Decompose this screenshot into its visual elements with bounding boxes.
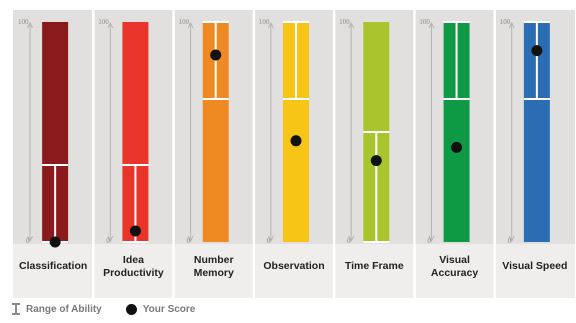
category-label: Classification	[19, 260, 87, 272]
category-label: Memory	[194, 267, 234, 279]
score-dot-observation	[291, 135, 302, 146]
tick-label-bottom: 0	[187, 237, 191, 245]
score-dot-visual-speed	[531, 45, 542, 56]
tick-label-top: 100	[419, 18, 430, 26]
tick-label-top: 100	[259, 18, 270, 26]
score-dot-time-frame	[371, 155, 382, 166]
tick-label-bottom: 0	[508, 237, 512, 245]
your-score-icon	[126, 304, 137, 315]
category-label: Productivity	[103, 267, 164, 279]
tick-label-top: 100	[179, 18, 190, 26]
tick-label-top: 100	[500, 18, 511, 26]
tick-label-top: 100	[339, 18, 350, 26]
category-label: Visual Speed	[502, 260, 567, 272]
score-dot-idea-productivity	[130, 226, 141, 237]
tick-label-bottom: 0	[267, 237, 271, 245]
tick-label-top: 100	[18, 18, 29, 26]
tick-label-bottom: 0	[106, 237, 110, 245]
category-label: Visual	[439, 254, 470, 266]
category-label: Observation	[263, 260, 324, 272]
tick-label-bottom: 0	[427, 237, 431, 245]
legend-score-label: Your Score	[143, 304, 196, 315]
score-dot-number-memory	[210, 50, 221, 61]
category-label: Idea	[123, 254, 144, 266]
category-label: Number	[194, 254, 234, 266]
range-of-ability-icon	[12, 303, 20, 315]
score-dot-visual-accuracy	[451, 142, 462, 153]
score-dot-classification	[50, 237, 61, 248]
tick-label-top: 100	[98, 18, 109, 26]
legend: Range of Ability Your Score	[12, 303, 195, 315]
tick-label-bottom: 0	[26, 237, 30, 245]
legend-range-label: Range of Ability	[26, 304, 102, 315]
tick-label-bottom: 0	[347, 237, 351, 245]
category-label: Time Frame	[345, 260, 404, 272]
category-label: Accuracy	[431, 267, 478, 279]
